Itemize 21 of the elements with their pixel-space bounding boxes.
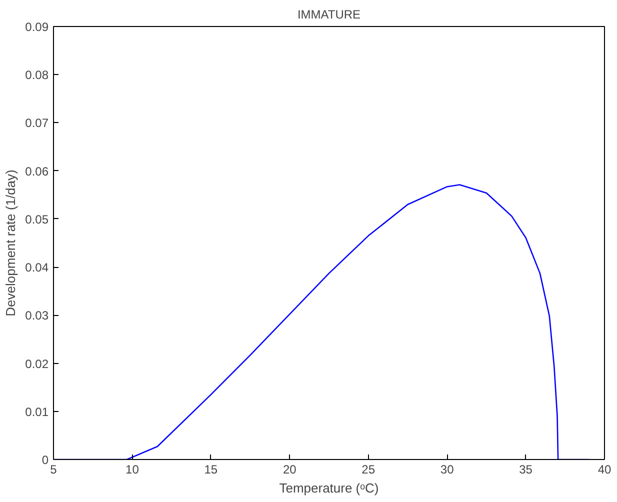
x-tick-label: 20	[282, 462, 297, 476]
x-tick-label: 35	[519, 462, 533, 476]
x-axis-title: Temperature (ᵒC)	[279, 480, 379, 496]
y-tick-label: 0.07	[25, 116, 49, 130]
x-tick-label: 40	[598, 462, 612, 476]
x-tick-label: 25	[362, 462, 376, 476]
y-axis-title: Development rate (1/day)	[3, 170, 18, 316]
y-tick-label: 0.03	[25, 308, 49, 323]
chart-title: IMMATURE	[297, 8, 361, 22]
x-tick-label: 10	[126, 462, 140, 476]
x-tick-label: 15	[204, 462, 218, 476]
y-tick-label: 0.09	[25, 20, 49, 34]
y-tick-label: 0.01	[25, 404, 49, 419]
y-tick-label: 0.04	[25, 260, 49, 275]
y-tick-label: 0.02	[25, 356, 49, 371]
y-tick-label: 0.05	[25, 212, 49, 226]
y-tick-label: 0	[42, 453, 49, 467]
y-tick-label: 0.06	[25, 164, 49, 178]
x-tick-label: 30	[440, 462, 454, 476]
y-tick-label: 0.08	[25, 68, 49, 82]
x-tick-label: 5	[50, 462, 58, 476]
